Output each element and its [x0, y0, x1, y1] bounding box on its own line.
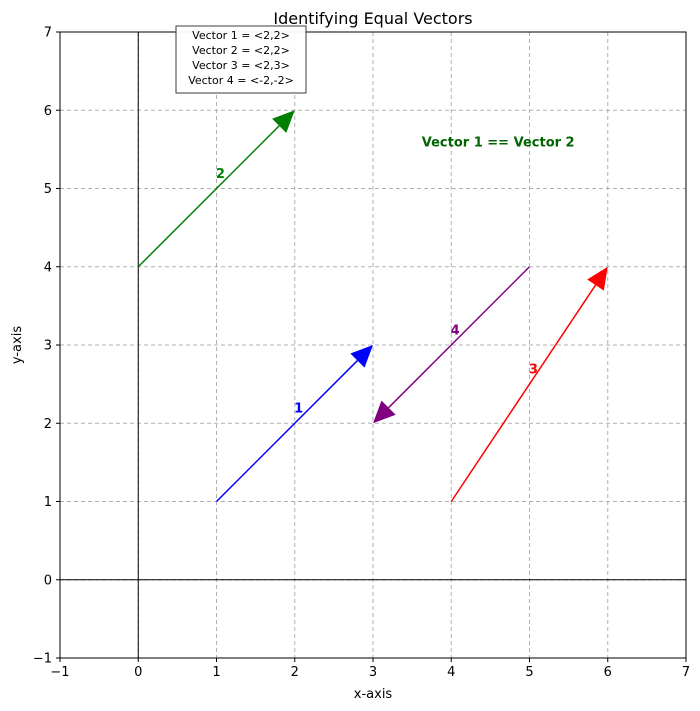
x-tick-label: 4	[447, 665, 455, 680]
x-tick-label: 3	[369, 665, 377, 680]
vector-arrowhead	[587, 267, 608, 291]
vector-shaft	[217, 361, 358, 502]
y-tick-label: 5	[44, 182, 52, 197]
vector-label: 4	[451, 323, 460, 338]
legend-entry: Vector 1 = <2,2>	[192, 29, 290, 42]
legend-entry: Vector 4 = <-2,-2>	[188, 74, 294, 87]
x-axis-label: x-axis	[354, 687, 393, 702]
x-tick-label: 5	[525, 665, 533, 680]
y-tick-label: 3	[44, 339, 52, 354]
vector-label: 3	[529, 362, 538, 377]
legend-entry: Vector 2 = <2,2>	[192, 44, 290, 57]
y-tick-label: −1	[33, 652, 52, 667]
y-tick-label: 4	[44, 260, 52, 275]
legend-entry: Vector 3 = <2,3>	[192, 59, 290, 72]
y-tick-label: 2	[44, 417, 52, 432]
vector-label: 2	[216, 167, 225, 182]
legend-box: Vector 1 = <2,2> Vector 2 = <2,2> Vector…	[176, 26, 306, 93]
vector-shaft	[138, 126, 279, 267]
x-tick-label: 7	[682, 665, 690, 680]
x-tick-label: 0	[134, 665, 142, 680]
vector-shaft	[451, 285, 595, 501]
equality-annotation: Vector 1 == Vector 2	[422, 136, 575, 151]
y-tick-label: 6	[44, 104, 52, 119]
y-tick-label: 0	[44, 573, 52, 588]
y-tick-label: 1	[44, 495, 52, 510]
x-tick-label: 2	[291, 665, 299, 680]
x-tick-label: −1	[50, 665, 69, 680]
x-tick-label: 1	[212, 665, 220, 680]
vector-label: 1	[294, 402, 303, 417]
chart-title: Identifying Equal Vectors	[273, 9, 472, 28]
y-tick-label: 7	[44, 26, 52, 41]
x-tick-label: 6	[604, 665, 612, 680]
y-axis-label: y-axis	[10, 326, 25, 364]
